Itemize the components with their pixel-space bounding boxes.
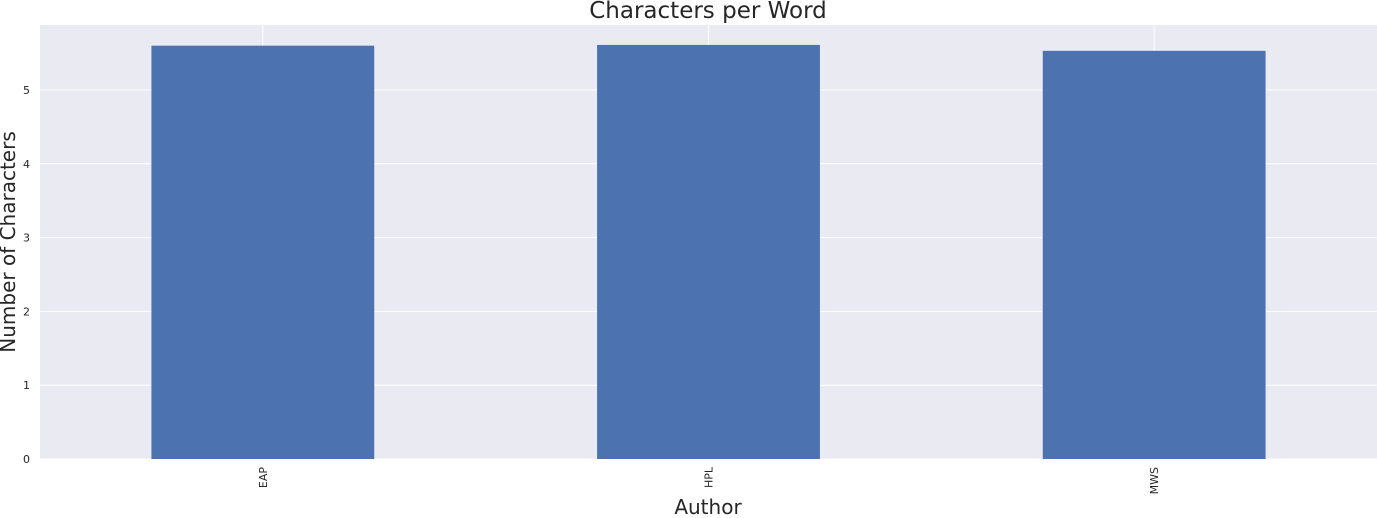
x-axis-label: Author — [674, 495, 742, 518]
bars — [151, 44, 1266, 460]
bar-hpl — [597, 44, 820, 460]
bar-mws — [1042, 50, 1266, 459]
y-tick-label: 3 — [23, 232, 30, 245]
y-tick-label: 2 — [23, 305, 30, 318]
y-tick-label: 1 — [23, 379, 30, 392]
y-tick-label: 5 — [23, 84, 30, 97]
x-tick-labels: EAP HPL MWS — [257, 466, 1161, 494]
y-tick-labels: 0 1 2 3 4 5 — [23, 84, 30, 466]
x-tick-label: EAP — [257, 467, 270, 488]
y-tick-label: 0 — [23, 453, 30, 466]
x-tick-label: MWS — [1148, 467, 1161, 494]
y-tick-label: 4 — [23, 158, 30, 171]
bar-eap — [151, 45, 375, 460]
y-axis-label: Number of Characters — [0, 131, 20, 353]
x-tick-label: HPL — [703, 466, 716, 488]
chart-title: Characters per Word — [589, 0, 826, 24]
